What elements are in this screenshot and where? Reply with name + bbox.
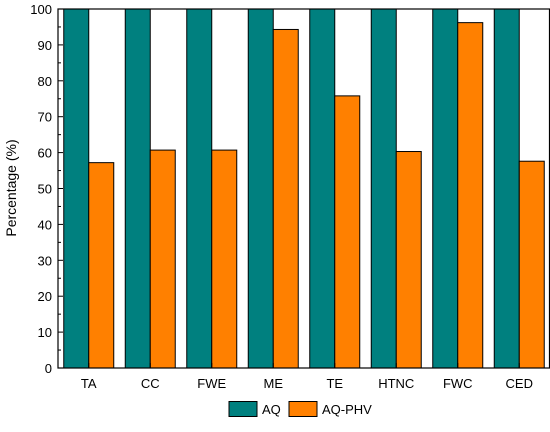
legend-label-aq: AQ — [262, 402, 281, 417]
bar-aq-phv-cc — [149, 149, 176, 369]
x-tick-label-cc: CC — [141, 376, 160, 391]
x-tick-label-te: TE — [326, 376, 343, 391]
bar-aq-phv-te — [334, 95, 361, 369]
y-tick-label: 40 — [38, 217, 52, 232]
bar-aq-phv-ta — [88, 162, 115, 369]
bar-aq-phv-me — [272, 28, 299, 369]
y-tick-label: 20 — [38, 289, 52, 304]
bar-aq-phv-htnc — [395, 151, 422, 369]
bar-aq-ta — [63, 8, 90, 369]
bar-aq-cc — [124, 8, 151, 369]
y-tick-label: 60 — [38, 146, 52, 161]
bar-aq-ced — [493, 8, 520, 369]
y-tick-label: 90 — [38, 38, 52, 53]
bar-aq-te — [309, 8, 336, 369]
bar-aq-fwe — [186, 8, 213, 369]
bar-aq-htnc — [370, 8, 397, 369]
x-tick-label-fwe: FWE — [197, 376, 226, 391]
x-tick-label-me: ME — [264, 376, 284, 391]
y-tick-label: 0 — [45, 361, 52, 376]
x-tick-label-ced: CED — [506, 376, 533, 391]
x-tick-label-ta: TA — [81, 376, 97, 391]
legend-swatch-aq-phv — [288, 401, 318, 417]
y-tick-label: 50 — [38, 182, 52, 197]
x-tick-label-fwc: FWC — [443, 376, 473, 391]
y-tick-label: 30 — [38, 253, 52, 268]
bar-aq-phv-fwe — [211, 149, 238, 369]
x-tick-label-htnc: HTNC — [378, 376, 414, 391]
legend-swatch-aq — [228, 401, 258, 417]
y-axis-label: Percentage (%) — [3, 139, 19, 236]
bar-aq-phv-ced — [518, 160, 545, 369]
bar-aq-me — [247, 8, 274, 369]
y-tick-label: 70 — [38, 110, 52, 125]
plot-area — [63, 8, 545, 369]
legend: AQ AQ-PHV — [228, 401, 372, 417]
y-tick-label: 100 — [30, 2, 52, 17]
legend-label-aq-phv: AQ-PHV — [322, 402, 372, 417]
bar-aq-fwc — [432, 8, 459, 369]
bar-aq-phv-fwc — [457, 22, 484, 369]
axes: 0 10 20 30 40 50 60 70 80 90 100 TA CC FWE ME TE HTNC FWC… — [30, 2, 550, 391]
y-tick-label: 80 — [38, 74, 52, 89]
y-tick-label: 10 — [38, 325, 52, 340]
